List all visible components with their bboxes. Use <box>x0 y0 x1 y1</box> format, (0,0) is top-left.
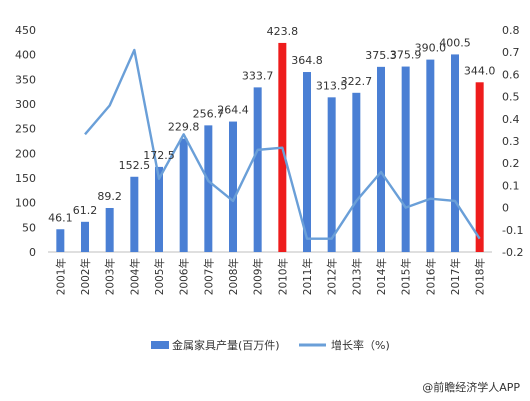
x-tick-label: 2004年 <box>128 258 141 295</box>
legend-line-label: 增长率（%) <box>331 338 390 352</box>
bar <box>475 82 484 252</box>
x-tick-label: 2011年 <box>301 258 314 295</box>
bar <box>155 166 163 252</box>
bar <box>451 54 459 252</box>
bar <box>327 97 336 252</box>
bar-value-label: 423.8 <box>267 25 299 38</box>
bar-value-label: 172.5 <box>143 149 175 162</box>
y-left-tick-label: 250 <box>15 123 36 136</box>
bar-value-label: 256.7 <box>193 107 225 120</box>
y-right-tick-label: 0.1 <box>502 179 520 192</box>
y-left-tick-label: 150 <box>15 172 36 185</box>
x-tick-label: 2006年 <box>178 258 191 295</box>
bar <box>204 125 213 252</box>
y-right-tick-label: 0.4 <box>502 113 520 126</box>
y-left-tick-label: 400 <box>15 49 36 62</box>
y-right-tick-label: -0.1 <box>502 224 523 237</box>
legend-bar-swatch <box>151 341 169 349</box>
y-left-tick-label: 50 <box>22 221 36 234</box>
bar <box>401 66 410 252</box>
bar <box>229 121 237 252</box>
bar-value-label: 152.5 <box>119 159 151 172</box>
y-left-tick-label: 0 <box>29 246 36 259</box>
bar-value-label: 61.2 <box>73 204 98 217</box>
x-tick-label: 2002年 <box>79 258 92 295</box>
x-tick-label: 2012年 <box>326 258 339 295</box>
x-tick-label: 2008年 <box>227 258 240 295</box>
bar-value-label: 46.1 <box>48 211 73 224</box>
x-tick-label: 2007年 <box>202 258 215 295</box>
x-tick-label: 2010年 <box>276 258 289 295</box>
y-right-tick-label: 0.7 <box>502 46 520 59</box>
bar <box>377 66 385 253</box>
y-right-tick-label: 0 <box>502 202 509 215</box>
y-right-tick-label: 0.8 <box>502 24 520 37</box>
bar-value-label: 364.8 <box>291 54 323 67</box>
bar-value-label: 344.0 <box>464 64 496 77</box>
bar <box>179 138 188 252</box>
bar-value-label: 229.8 <box>168 121 200 134</box>
bar-value-label: 264.4 <box>217 104 249 117</box>
bar-value-label: 375.3 <box>365 49 397 62</box>
line-layer <box>84 48 481 240</box>
x-tick-label: 2016年 <box>424 258 437 295</box>
y-left-tick-label: 200 <box>15 147 36 160</box>
y-right-tick-label: -0.2 <box>502 246 523 259</box>
x-tick-label: 2014年 <box>375 258 388 295</box>
bar <box>352 92 361 252</box>
y-right-tick-label: 0.5 <box>502 91 520 104</box>
bar-value-label: 313.5 <box>316 79 348 92</box>
bar-value-label: 322.7 <box>341 75 373 88</box>
source-credit: @前瞻经济学人APP <box>422 381 520 394</box>
x-tick-label: 2017年 <box>449 258 462 295</box>
y-right-tick-label: 0.2 <box>502 157 520 170</box>
bar-value-label: 400.5 <box>439 36 471 49</box>
y-left-tick-label: 350 <box>15 73 36 86</box>
y-left-tick-label: 450 <box>15 24 36 37</box>
bar-value-label: 89.2 <box>97 190 122 203</box>
bar <box>130 176 139 252</box>
x-tick-label: 2013年 <box>350 258 363 295</box>
x-tick-label: 2003年 <box>104 258 117 295</box>
legend: 金属家具产量(百万件) 增长率（%) <box>151 338 390 352</box>
bar <box>303 72 311 252</box>
y-left-tick-label: 300 <box>15 98 36 111</box>
x-tick-label: 2009年 <box>252 258 265 295</box>
bar <box>426 59 435 252</box>
bar <box>105 207 114 252</box>
y-right-tick-label: 0.6 <box>502 68 520 81</box>
bar-value-label: 333.7 <box>242 69 274 82</box>
bar-value-label: 390.0 <box>415 42 447 55</box>
legend-bar-label: 金属家具产量(百万件) <box>172 338 280 352</box>
y-left-tick-label: 100 <box>15 197 36 210</box>
bar-value-label: 375.9 <box>390 49 422 62</box>
bar <box>56 229 65 252</box>
x-tick-label: 2018年 <box>474 258 487 295</box>
x-tick-label: 2005年 <box>153 258 166 295</box>
bar <box>81 221 89 252</box>
bar <box>253 87 262 252</box>
y-right-tick-label: 0.3 <box>502 135 520 148</box>
axes-layer: 0 50 100 150 200 250 300 350 400 450 -0.2 -0.1 0 0.1 0… <box>15 24 523 295</box>
x-tick-label: 2001年 <box>54 258 67 295</box>
x-tick-label: 2015年 <box>400 258 413 295</box>
